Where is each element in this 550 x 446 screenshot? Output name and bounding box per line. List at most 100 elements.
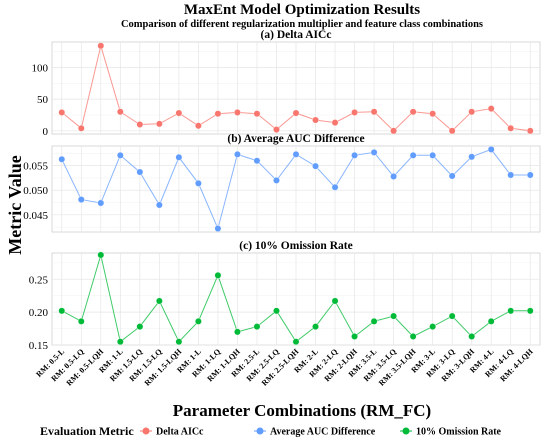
data-point [526,171,534,179]
facet-panel: (b) Average AUC Difference 0.045 0.050 0.05… [23,133,541,233]
y-tick-label: 0.20 [29,307,49,319]
data-point [390,127,397,135]
data-point [253,157,261,165]
data-point [312,116,319,124]
data-point [351,333,358,340]
y-axis-label: Metric Value [5,155,25,254]
legend-title: Evaluation Metric [40,424,134,438]
data-point [487,146,495,153]
data-point [409,333,417,340]
y-tick-label: 100 [32,62,49,74]
data-point [214,271,222,279]
data-point [487,317,495,325]
data-point [155,201,163,209]
chart-title: MaxEnt Model Optimization Results [184,2,420,18]
data-point [234,328,241,336]
data-point [487,105,495,113]
y-tick-label: 0.050 [23,185,48,197]
data-point [58,109,66,116]
x-axis-label: Parameter Combinations (RM_FC) [173,401,431,420]
data-point [370,108,378,116]
data-point [155,120,163,128]
data-point [448,172,456,180]
data-point [526,127,534,135]
data-point [448,127,456,135]
legend: Evaluation Metric Delta AICc Average AUC … [40,424,502,438]
data-point [116,108,124,116]
facet-panels: (a) Delta AICc 0 50 100 (b) Average AUC Diff… [23,29,541,352]
data-point [273,307,280,315]
facet-panel: (c) 10% Omission Rate 0.15 0.20 0.25 [29,240,541,352]
chart-subtitle: Comparison of different regularization m… [121,19,483,30]
data-point [331,119,339,126]
data-point [526,307,534,315]
data-point [77,196,85,203]
data-point [370,317,378,325]
legend-key-point [402,427,410,435]
data-point [292,109,300,117]
y-tick-label: 0 [43,126,49,138]
data-point [116,151,124,159]
data-point [155,297,163,305]
data-point [312,323,319,330]
data-point [136,121,144,128]
data-point [390,173,397,180]
data-point [253,323,261,330]
data-point [77,124,85,132]
y-tick-label: 0.055 [23,161,48,173]
data-point [175,153,183,161]
data-point [234,150,241,158]
data-point [507,171,515,179]
data-point [292,338,300,346]
data-point [234,109,241,116]
data-point [175,338,183,346]
data-point [97,42,105,50]
data-point [390,312,397,320]
y-tick-label: 0.25 [29,274,49,286]
legend-key-point [256,427,264,435]
data-point [194,179,202,187]
legend-label: Average AUC Difference [270,427,376,438]
data-point [468,153,476,161]
data-point [58,307,66,315]
data-point [507,307,515,315]
data-point [351,109,358,116]
data-point [351,151,358,159]
y-tick-label: 0.045 [23,210,48,222]
legend-key-point [142,427,150,435]
data-point [214,110,222,118]
facet-title: (a) Delta AICc [261,29,332,41]
data-point [429,323,437,330]
data-point [370,148,378,156]
data-point [214,225,222,232]
data-point [136,168,144,176]
data-point [273,126,280,133]
facet-panel: (a) Delta AICc 0 50 100 [32,29,541,138]
data-point [312,162,319,170]
data-point [429,110,437,118]
data-point [409,151,417,159]
data-point [97,199,105,207]
legend-label: 10% Omission Rate [416,427,502,438]
data-point [292,150,300,158]
y-tick-label: 50 [37,94,49,106]
data-point [448,312,456,320]
data-point [331,297,339,305]
data-point [58,155,66,163]
data-point [97,251,105,259]
data-point [468,333,476,340]
facet-title: (c) 10% Omission Rate [239,240,352,252]
data-point [77,317,85,325]
legend-label: Delta AICc [156,427,204,438]
data-point [409,108,417,116]
data-point [194,122,202,130]
data-point [273,176,280,184]
data-point [429,151,437,159]
data-point [468,108,476,116]
data-point [116,338,124,346]
data-point [331,183,339,191]
data-point [175,109,183,117]
